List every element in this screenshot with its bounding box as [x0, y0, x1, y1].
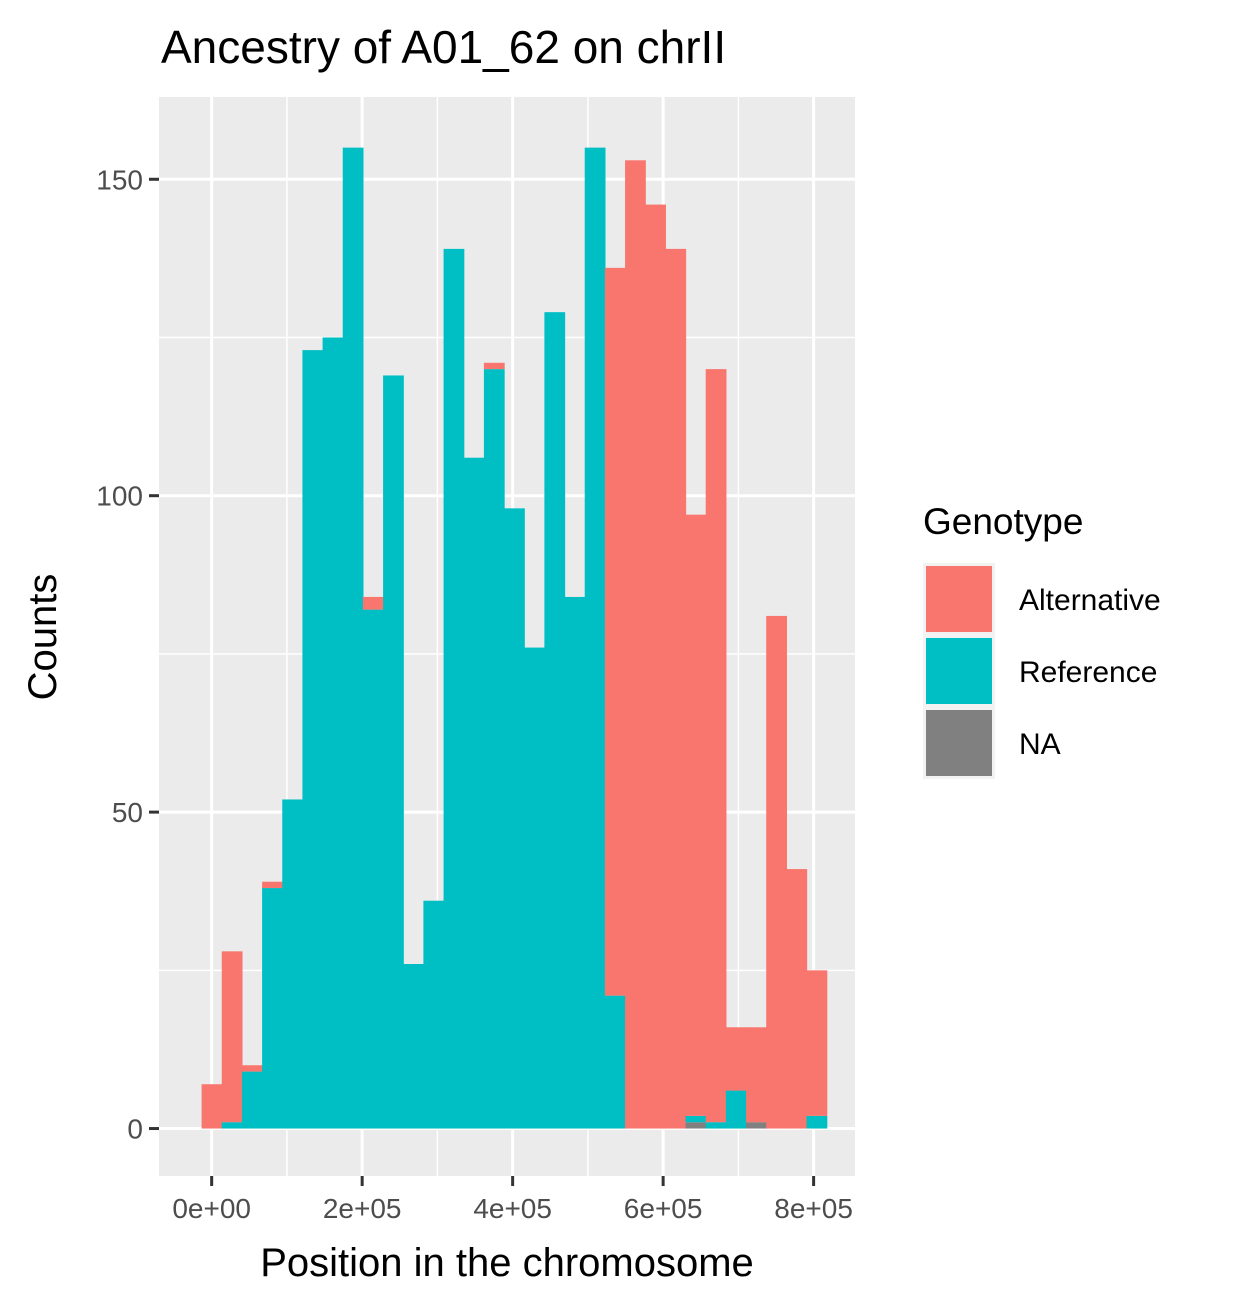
legend-title: Genotype: [923, 501, 1083, 542]
bar-segment: [383, 375, 404, 1129]
bar-segment: [544, 312, 566, 1129]
x-tick-label: 2e+05: [323, 1193, 402, 1224]
bar-segment: [806, 1115, 828, 1129]
bar-segment: [746, 1122, 767, 1129]
bar-segment: [342, 147, 364, 1129]
bar-segment: [483, 362, 505, 370]
x-tick-label: 0e+00: [172, 1193, 251, 1224]
bar-segment: [584, 147, 606, 1129]
bar-segment: [806, 970, 828, 1116]
bar-segment: [241, 1071, 263, 1129]
bar-segment: [604, 995, 626, 1129]
bar-segment: [685, 1115, 707, 1123]
legend-swatch: [926, 566, 992, 632]
y-tick-label: 0: [127, 1114, 143, 1145]
legend-label: NA: [1019, 728, 1061, 761]
bar-segment: [403, 963, 425, 1129]
bar-segment: [221, 951, 243, 1123]
bar-segment: [282, 799, 304, 1129]
legend-swatch: [926, 710, 992, 776]
bar-segment: [564, 596, 586, 1129]
bar-segment: [786, 869, 808, 1129]
chart-title: Ancestry of A01_62 on chrII: [161, 21, 726, 73]
x-tick-label: 4e+05: [473, 1193, 552, 1224]
bar-segment: [645, 204, 666, 1129]
bar-segment: [665, 248, 687, 1129]
y-axis-title: Counts: [21, 574, 65, 701]
bar-segment: [302, 350, 324, 1129]
legend-swatch: [926, 638, 992, 704]
bar-segment: [766, 615, 787, 1129]
y-tick-label: 100: [96, 481, 143, 512]
x-axis-title: Position in the chromosome: [260, 1241, 754, 1285]
x-axis: 0e+00 2e+05 4e+05 6e+05 8e+05: [172, 1176, 853, 1224]
bar-segment: [423, 900, 445, 1129]
legend-label: Reference: [1019, 656, 1157, 689]
x-tick-label: 6e+05: [624, 1193, 703, 1224]
bar-segment: [725, 1090, 747, 1129]
x-tick-label: 8e+05: [774, 1193, 853, 1224]
bars: [201, 147, 828, 1129]
bar-segment: [504, 508, 525, 1129]
bar-segment: [524, 647, 545, 1129]
bar-segment: [241, 1065, 263, 1072]
bar-segment: [262, 881, 283, 889]
bar-segment: [725, 1027, 747, 1091]
bar-segment: [262, 888, 283, 1129]
bar-segment: [604, 267, 626, 996]
bar-segment: [443, 248, 465, 1129]
bar-segment: [322, 337, 344, 1129]
bar-segment: [483, 369, 505, 1129]
bar-segment: [362, 596, 384, 610]
legend: Genotype Alternative Reference NA: [923, 501, 1161, 779]
bar-segment: [705, 369, 727, 1123]
legend-label: Alternative: [1019, 584, 1161, 617]
bar-segment: [201, 1084, 223, 1129]
bar-segment: [221, 1122, 243, 1129]
y-tick-label: 150: [96, 164, 143, 195]
y-axis: 0 50 100 150: [96, 164, 159, 1145]
bar-segment: [685, 514, 707, 1116]
bar-segment: [463, 457, 485, 1129]
bar-segment: [362, 609, 384, 1129]
y-tick-label: 50: [112, 797, 143, 828]
bar-segment: [746, 1027, 767, 1123]
bar-segment: [705, 1122, 727, 1129]
bar-segment: [625, 160, 646, 1129]
bar-segment: [685, 1122, 707, 1129]
